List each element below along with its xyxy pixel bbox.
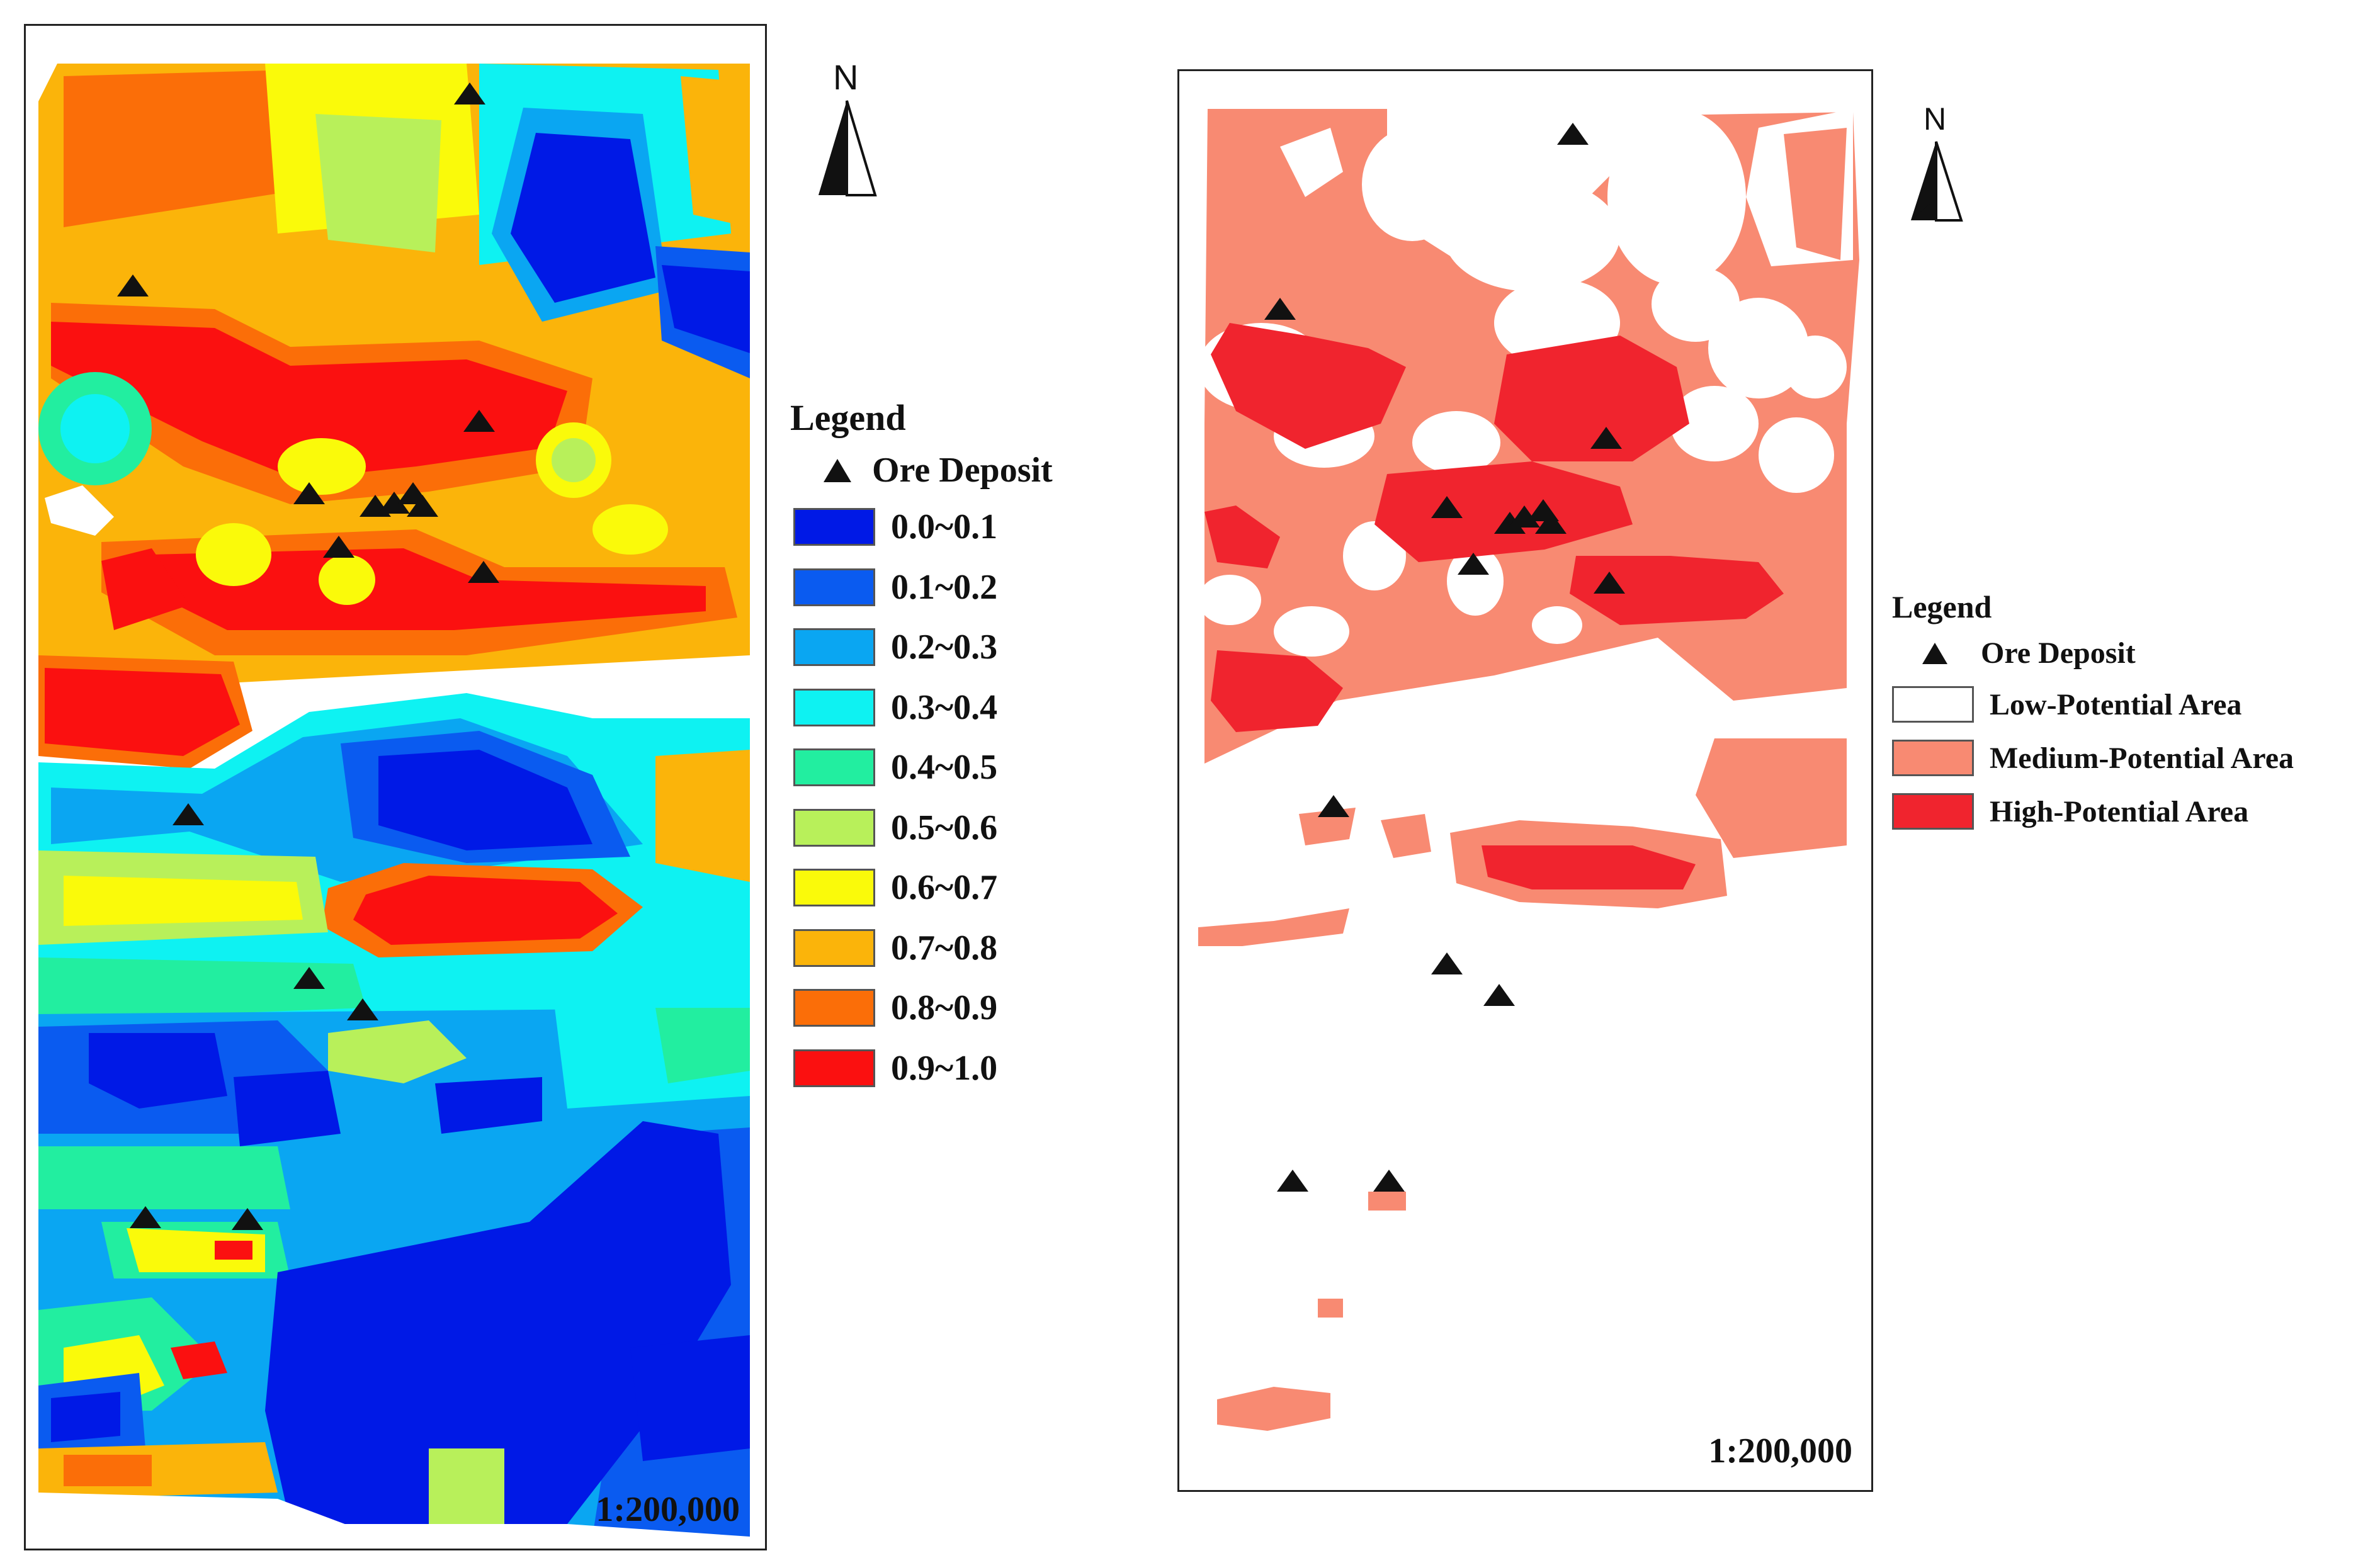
left-legend-class-0: 0.0~0.1 <box>793 507 997 547</box>
ore-deposit-marker <box>173 803 204 825</box>
legend-class-label: 0.2~0.3 <box>891 628 998 667</box>
legend-swatch <box>793 1049 875 1087</box>
left-deposit-markers <box>117 82 499 1230</box>
north-arrow-icon <box>1911 141 1963 222</box>
right-north-arrow: N <box>1908 101 1964 227</box>
left-legend-class-9: 0.9~1.0 <box>793 1048 997 1088</box>
ore-deposit-marker <box>454 82 485 104</box>
legend-swatch <box>793 508 875 546</box>
legend-class-label: 0.0~0.1 <box>891 507 998 546</box>
legend-swatch <box>793 568 875 606</box>
right-legend-class-2: High-Potential Area <box>1892 793 2248 830</box>
right-north-label: N <box>1924 101 1947 137</box>
legend-class-label: 0.6~0.7 <box>891 868 998 907</box>
left-legend-class-7: 0.7~0.8 <box>793 928 997 968</box>
right-deposit-markers <box>1264 123 1625 1192</box>
right-legend: Legend Ore Deposit Low-Potential Area Med… <box>1892 589 2371 853</box>
ore-deposit-marker <box>1431 952 1463 974</box>
legend-swatch <box>793 748 875 786</box>
left-map-raster <box>26 26 765 1549</box>
left-legend-class-3: 0.3~0.4 <box>793 687 997 728</box>
left-legend-class-5: 0.5~0.6 <box>793 808 997 848</box>
right-legend-deposit: Ore Deposit <box>1920 636 2136 670</box>
triangle-icon <box>1922 642 1947 664</box>
legend-class-label: 0.9~1.0 <box>891 1048 998 1088</box>
left-legend-class-1: 0.1~0.2 <box>793 567 997 607</box>
legend-swatch <box>793 628 875 666</box>
right-legend-title: Legend <box>1892 589 1992 624</box>
legend-swatch <box>793 989 875 1027</box>
ore-deposit-marker <box>1277 1170 1308 1192</box>
ore-deposit-marker <box>1483 984 1515 1006</box>
legend-class-label: 0.1~0.2 <box>891 567 998 607</box>
legend-class-label: 0.7~0.8 <box>891 928 998 968</box>
legend-class-label: High-Potential Area <box>1990 794 2249 828</box>
left-legend-deposit: Ore Deposit <box>822 450 1053 490</box>
ore-deposit-marker <box>323 536 354 558</box>
right-potential-map: 1:200,000 <box>1177 69 1873 1492</box>
ore-deposit-marker <box>1318 795 1349 817</box>
ore-deposit-marker <box>1264 298 1296 320</box>
ore-deposit-marker <box>293 967 325 989</box>
ore-deposit-marker <box>463 410 495 432</box>
legend-swatch <box>1892 740 1974 776</box>
legend-class-label: 0.5~0.6 <box>891 808 998 847</box>
right-map-scale: 1:200,000 <box>1708 1431 1852 1471</box>
north-arrow-icon <box>819 100 877 196</box>
ore-deposit-marker <box>1594 572 1625 594</box>
ore-deposit-marker <box>468 561 499 583</box>
right-map-canvas <box>1179 71 1871 1490</box>
ore-deposit-marker <box>1590 427 1622 449</box>
right-legend-class-1: Medium-Potential Area <box>1892 740 2294 776</box>
left-map-canvas <box>26 26 765 1549</box>
legend-class-label: 0.8~0.9 <box>891 988 998 1027</box>
left-north-label: N <box>833 57 859 97</box>
ore-deposit-marker <box>1458 553 1489 575</box>
legend-class-label: 0.3~0.4 <box>891 687 998 727</box>
ore-deposit-marker <box>232 1208 263 1230</box>
legend-swatch <box>793 808 875 847</box>
left-probability-map: 1:200,000 <box>24 24 767 1550</box>
ore-deposit-marker <box>130 1206 161 1228</box>
right-map-raster <box>1198 109 1859 1431</box>
left-legend-deposit-label: Ore Deposit <box>872 451 1053 490</box>
ore-deposit-marker <box>117 274 149 296</box>
ore-deposit-marker <box>1373 1170 1405 1192</box>
ore-deposit-marker <box>1509 505 1540 528</box>
left-legend-class-2: 0.2~0.3 <box>793 627 997 667</box>
ore-deposit-marker <box>1557 123 1589 145</box>
ore-deposit-marker <box>407 495 438 517</box>
left-north-arrow: N <box>815 57 878 201</box>
ore-deposit-marker <box>293 482 325 504</box>
left-legend-title: Legend <box>790 397 906 438</box>
legend-class-label: Medium-Potential Area <box>1990 741 2294 775</box>
right-legend-deposit-label: Ore Deposit <box>1981 636 2136 670</box>
left-legend-class-8: 0.8~0.9 <box>793 988 997 1028</box>
left-legend-class-4: 0.4~0.5 <box>793 747 997 787</box>
left-legend: Legend Ore Deposit 0.0~0.1 0.1~0.2 0.2~0.3… <box>790 397 1143 1108</box>
ore-deposit-marker <box>378 492 410 514</box>
legend-class-label: 0.4~0.5 <box>891 748 998 787</box>
ore-deposit-marker <box>1431 496 1463 518</box>
legend-swatch <box>1892 686 1974 723</box>
left-map-scale: 1:200,000 <box>596 1490 740 1529</box>
right-legend-class-0: Low-Potential Area <box>1892 686 2241 723</box>
legend-swatch <box>793 869 875 906</box>
legend-class-label: Low-Potential Area <box>1990 687 2242 721</box>
ore-deposit-marker <box>1494 512 1526 534</box>
legend-swatch <box>1892 793 1974 830</box>
triangle-icon <box>824 458 851 482</box>
legend-swatch <box>793 688 875 726</box>
ore-deposit-marker <box>1535 512 1567 534</box>
left-legend-class-6: 0.6~0.7 <box>793 867 997 908</box>
legend-swatch <box>793 929 875 967</box>
ore-deposit-marker <box>347 998 378 1020</box>
